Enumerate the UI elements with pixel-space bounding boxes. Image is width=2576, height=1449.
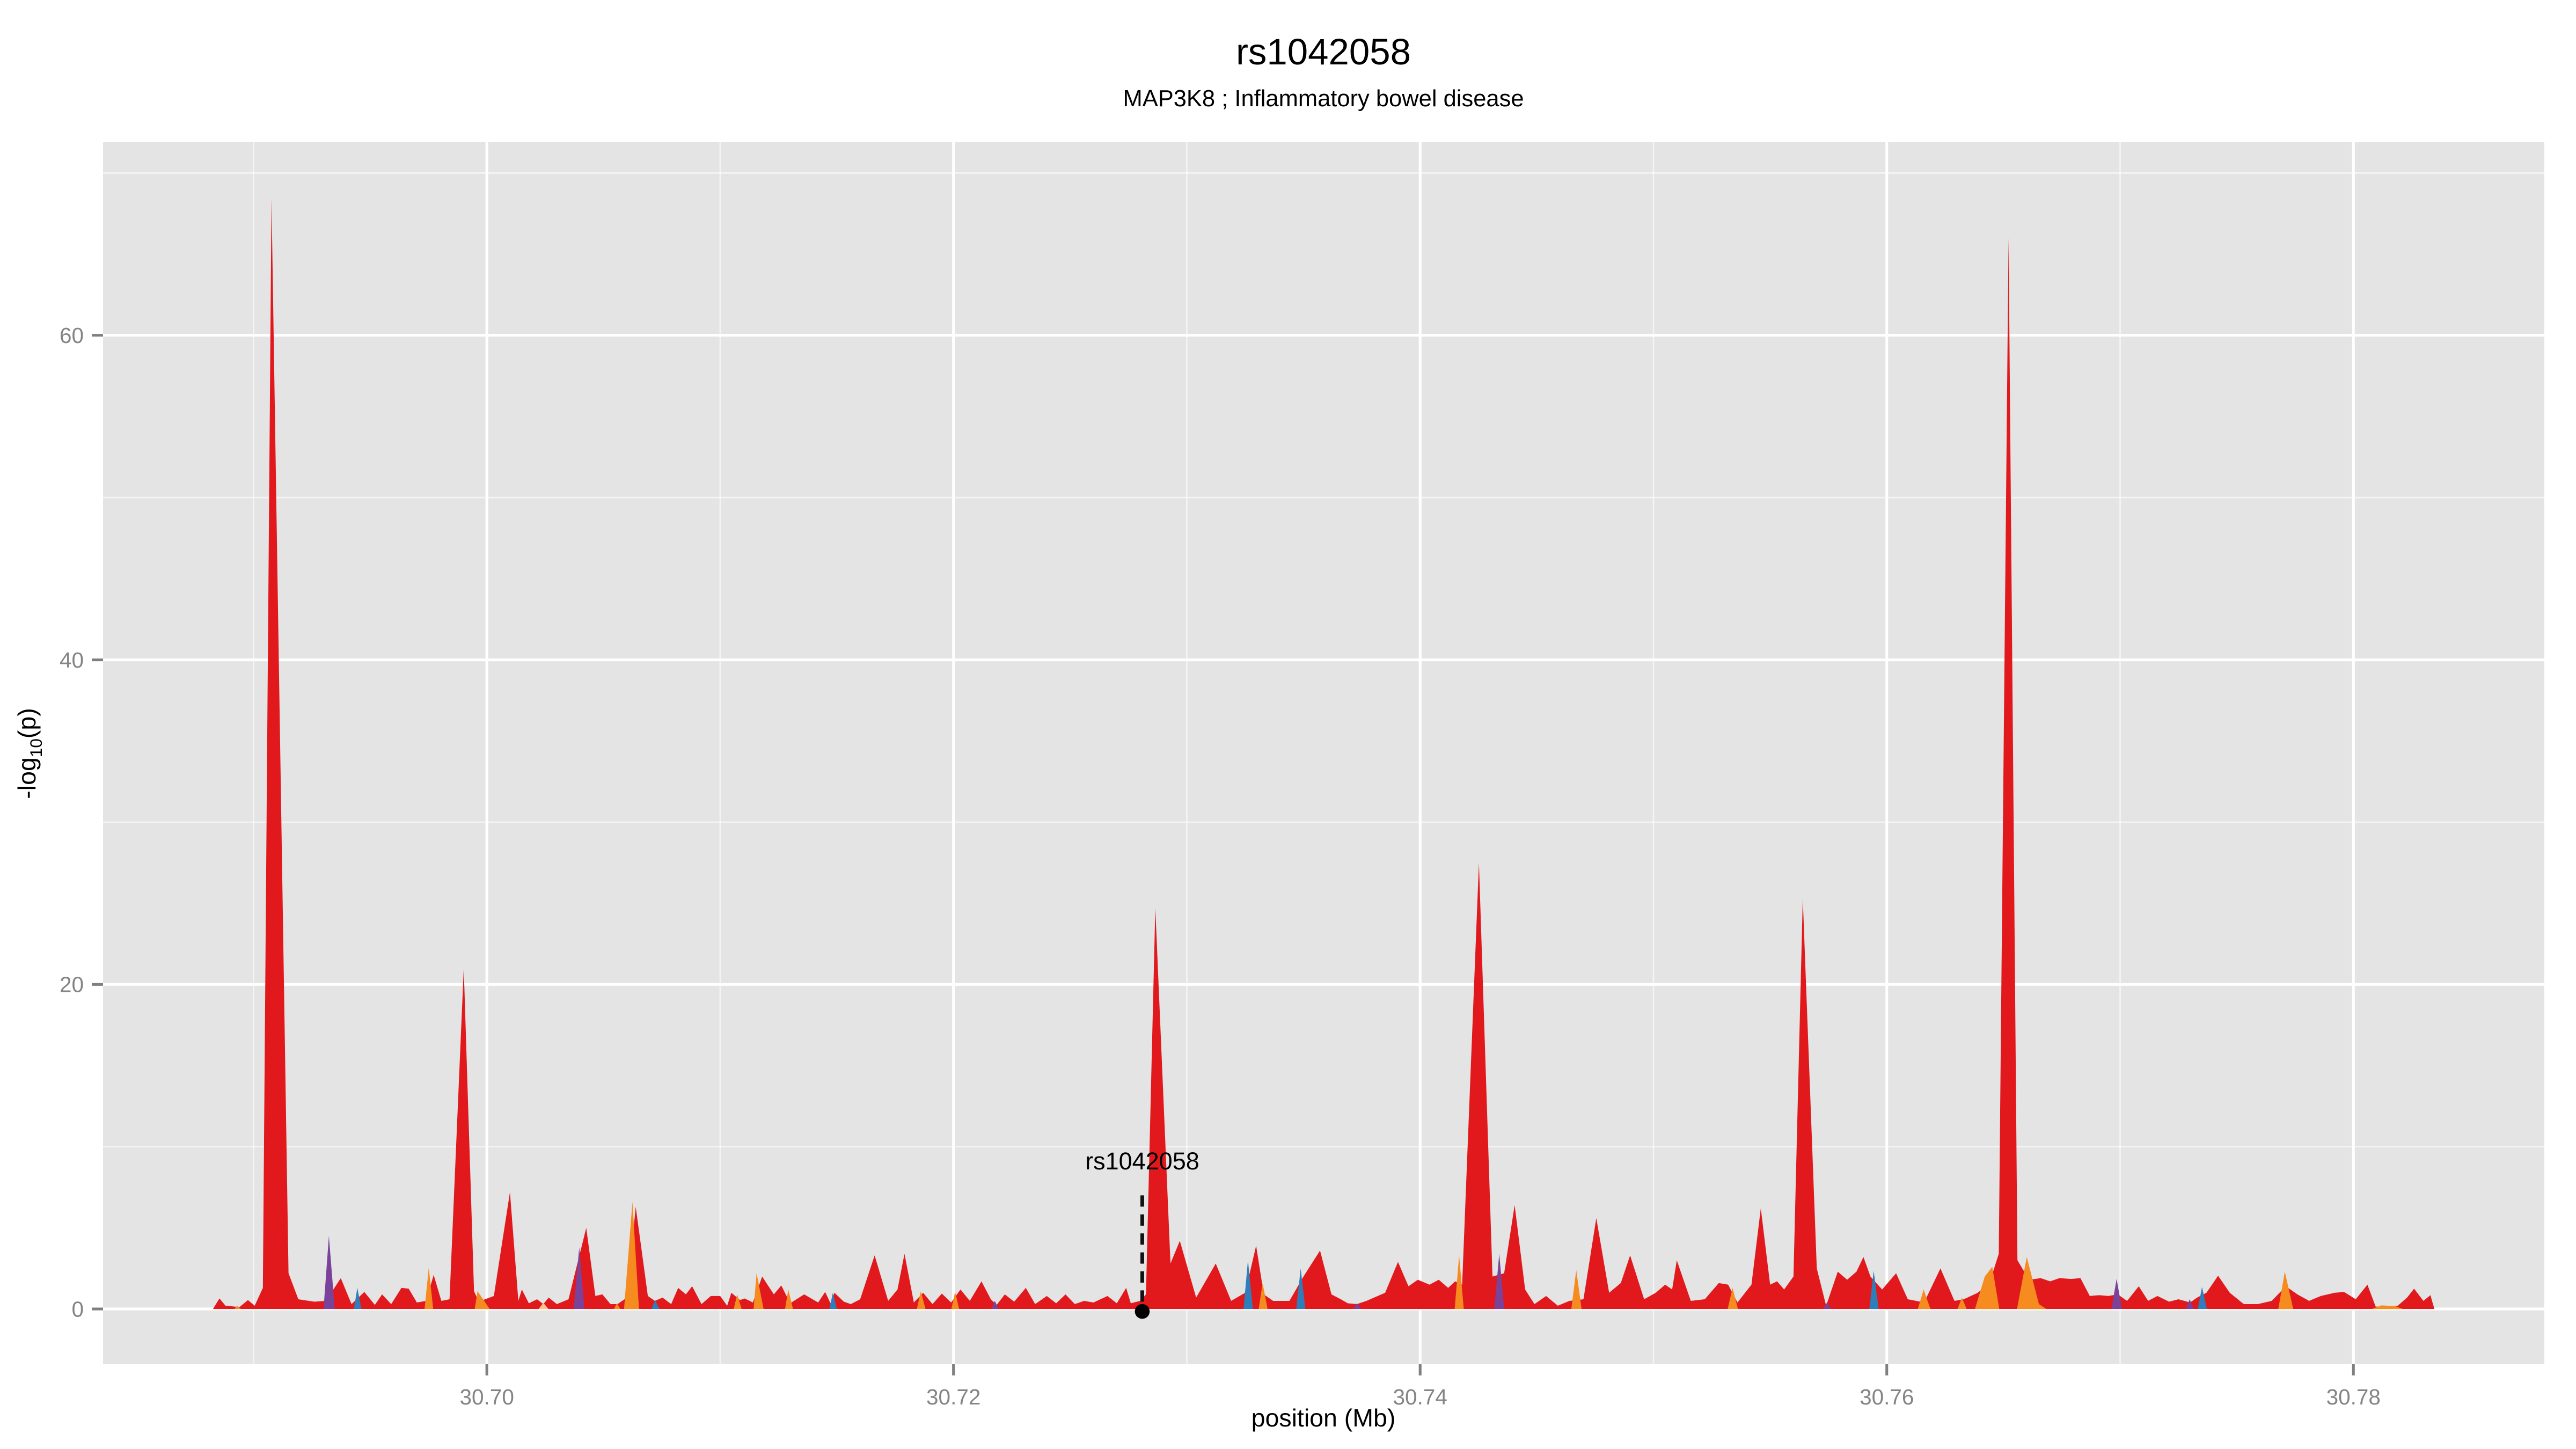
annotation-point	[1135, 1304, 1150, 1319]
annotation-label: rs1042058	[1085, 1147, 1199, 1175]
axes: 30.70 30.72 30.74 30.76 30.78 0 20 40 60	[60, 323, 2381, 1409]
x-axis-title: position (Mb)	[1252, 1404, 1396, 1432]
plot-panel	[103, 142, 2544, 1364]
x-tick-label: 30.78	[2326, 1385, 2381, 1409]
y-axis-title-sub: 10	[26, 738, 46, 757]
chart-subtitle: MAP3K8 ; Inflammatory bowel disease	[1123, 86, 1524, 112]
x-tick-label: 30.70	[460, 1385, 514, 1409]
x-tick-label: 30.74	[1393, 1385, 1447, 1409]
annotation: rs1042058	[1085, 1147, 1199, 1319]
panel-background	[103, 142, 2544, 1364]
y-axis-title-pre: -log	[13, 757, 41, 799]
y-tick-label: 20	[60, 972, 84, 997]
y-tick-label: 60	[60, 323, 84, 348]
chart-title: rs1042058	[1236, 31, 1411, 72]
x-tick-label: 30.72	[926, 1385, 980, 1409]
x-tick-label: 30.76	[1860, 1385, 1914, 1409]
y-axis-title: -log10(p)	[13, 708, 46, 799]
y-axis-title-post: (p)	[13, 708, 41, 738]
y-tick-label: 40	[60, 648, 84, 672]
y-tick-label: 0	[71, 1297, 84, 1321]
